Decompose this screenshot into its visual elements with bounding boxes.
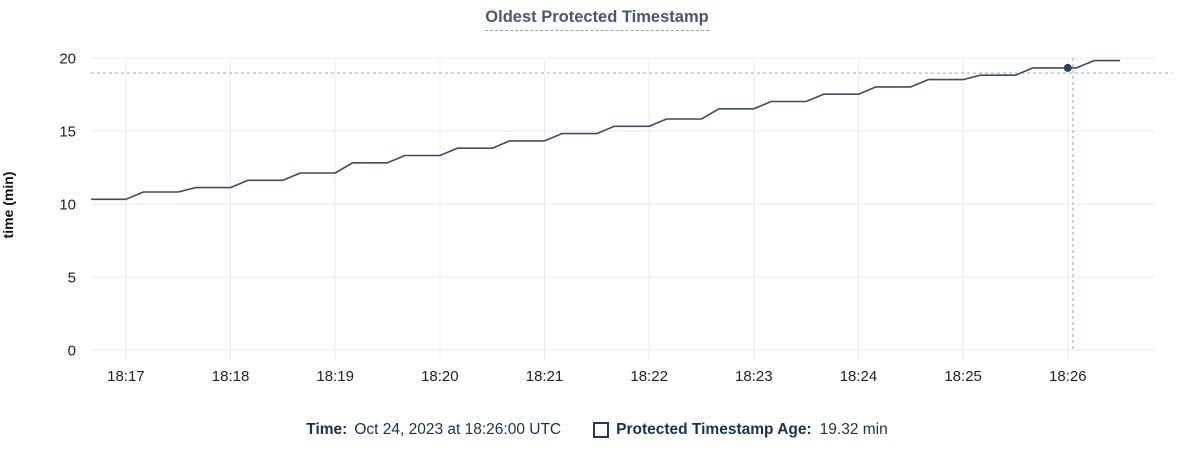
x-axis-tick-labels: 18:17 18:18 18:19 18:20 18:21 18:22 18:23 18:24… [107,368,1086,385]
x-tick-label: 18:25 [944,368,982,385]
x-tick-label: 18:20 [421,368,459,385]
chart-title-row: Oldest Protected Timestamp [0,8,1194,31]
x-tick-label: 18:26 [1049,368,1087,385]
hover-crosshair [91,58,1172,350]
x-tick-label: 18:24 [840,368,878,385]
x-tick-label: 18:19 [316,368,354,385]
x-tick-label: 18:18 [212,368,250,385]
legend-time-label: Time: [306,421,348,438]
x-tick-label: 18:21 [526,368,564,385]
plot-hover-surface[interactable] [91,58,1155,350]
y-tick-label: 5 [68,269,76,286]
chart-title[interactable]: Oldest Protected Timestamp [485,8,709,31]
hover-point-marker [1063,63,1072,72]
x-tick-label: 18:17 [107,368,145,385]
y-tick-label: 20 [59,50,76,67]
y-tick-label: 15 [59,123,76,140]
legend-series-value: 19.32 min [819,421,888,438]
hover-legend: Time: Oct 24, 2023 at 18:26:00 UTC Prote… [0,421,1194,439]
x-tick-label: 18:22 [630,368,668,385]
y-tick-label: 0 [68,342,76,359]
series-line [91,59,1121,201]
series-toggle-checkbox[interactable] [593,422,610,438]
legend-series-label: Protected Timestamp Age: [616,421,812,438]
x-tick-label: 18:23 [735,368,773,385]
legend-time-value: Oct 24, 2023 at 18:26:00 UTC [354,421,562,438]
y-tick-label: 10 [59,196,76,213]
y-axis-label: time (min) [0,171,16,239]
y-axis-tick-labels: 0 5 10 15 20 [59,50,76,359]
